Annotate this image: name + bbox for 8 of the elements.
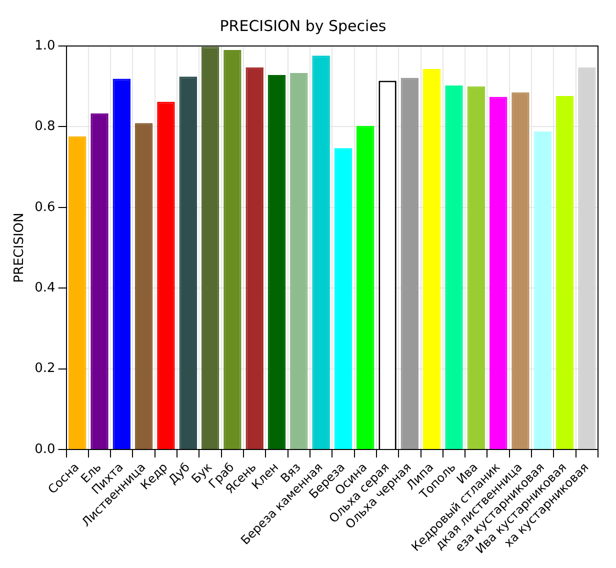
y-tick-label: 1.0 bbox=[34, 38, 56, 54]
y-tick-label: 0.2 bbox=[34, 361, 56, 376]
y-tick-label: 0.0 bbox=[34, 442, 56, 457]
y-tick-label: 0.6 bbox=[34, 200, 56, 215]
y-axis-title: PRECISION bbox=[12, 212, 28, 283]
chart-title: PRECISION by Species bbox=[220, 16, 386, 35]
y-tick-label: 0.4 bbox=[34, 280, 56, 296]
y-tick-label: 0.8 bbox=[34, 119, 56, 134]
